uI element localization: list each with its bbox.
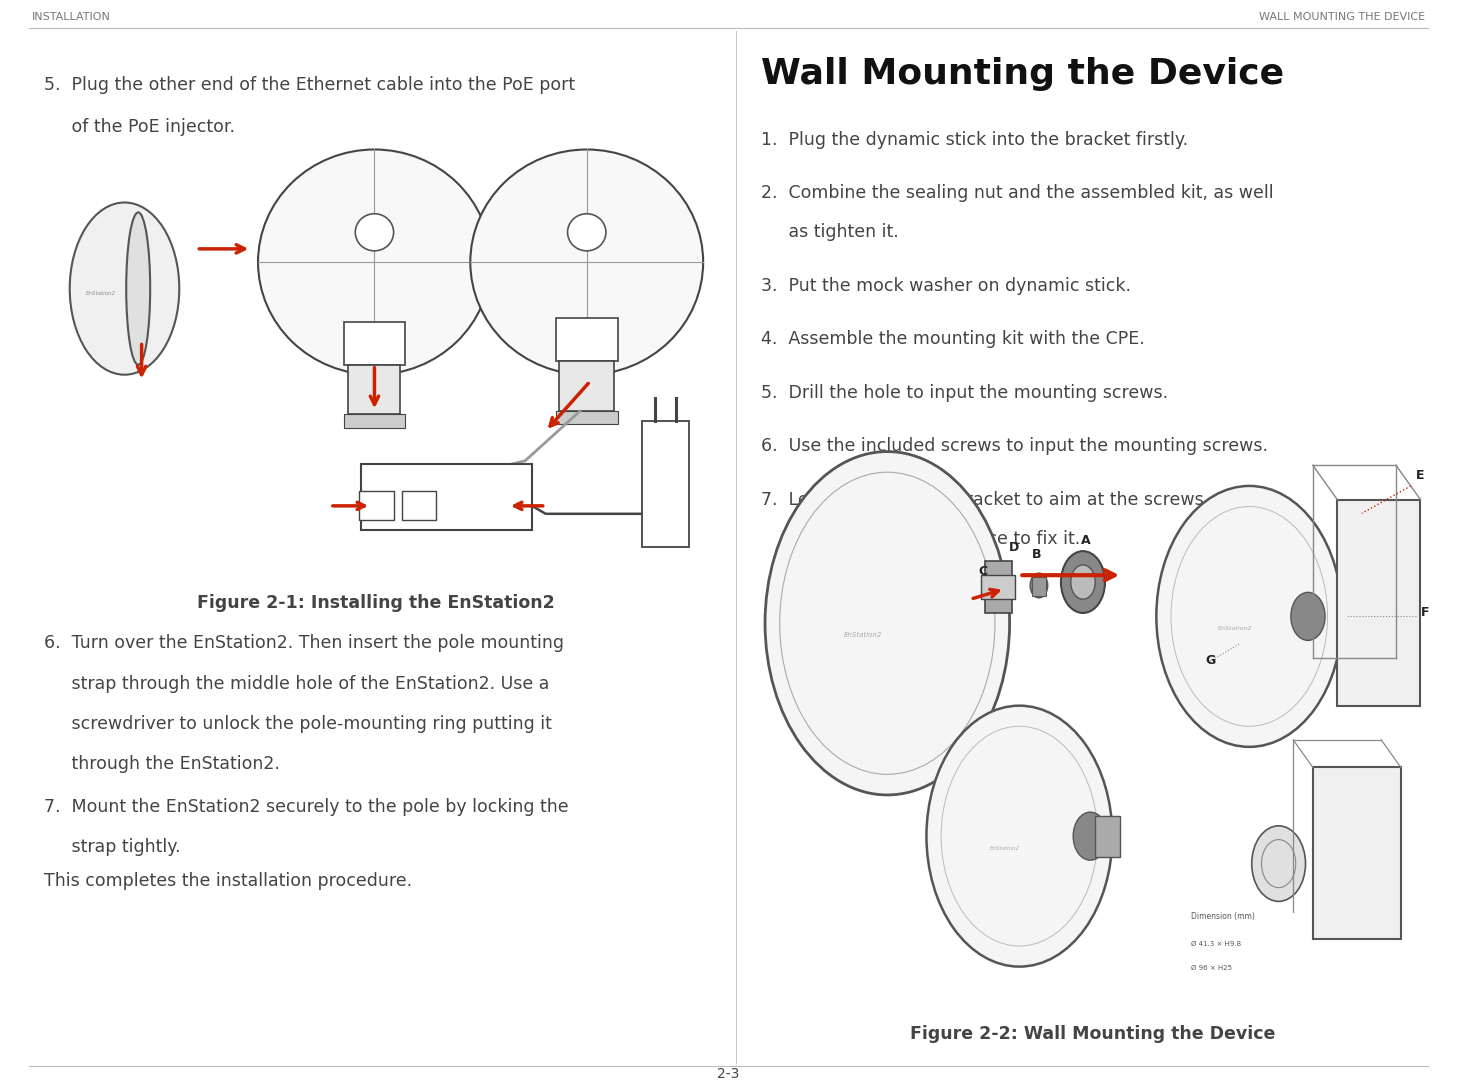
Text: 7.  Mount the EnStation2 securely to the pole by locking the: 7. Mount the EnStation2 securely to the … — [44, 798, 568, 816]
Bar — [32, 136, 717, 567]
Text: E: E — [1416, 469, 1423, 482]
Bar — [1338, 499, 1421, 705]
Ellipse shape — [127, 213, 150, 365]
Text: wall and hang the device to fix it.: wall and hang the device to fix it. — [761, 530, 1080, 548]
Text: EnStation2: EnStation2 — [86, 291, 115, 296]
Bar — [557, 318, 618, 362]
Text: 2-3: 2-3 — [717, 1067, 740, 1081]
Text: 6.  Turn over the EnStation2. Then insert the pole mounting: 6. Turn over the EnStation2. Then insert… — [44, 634, 564, 653]
Text: Figure 2-1: Installing the EnStation2: Figure 2-1: Installing the EnStation2 — [197, 594, 555, 613]
Circle shape — [1061, 552, 1104, 613]
Text: EnStation2: EnStation2 — [989, 846, 1020, 851]
Bar — [348, 365, 401, 414]
Text: screwdriver to unlock the pole-mounting ring putting it: screwdriver to unlock the pole-mounting … — [44, 715, 552, 734]
Bar — [750, 445, 1435, 994]
Text: 6.  Use the included screws to input the mounting screws.: 6. Use the included screws to input the … — [761, 437, 1268, 456]
Text: Figure 2-2: Wall Mounting the Device: Figure 2-2: Wall Mounting the Device — [911, 1025, 1275, 1043]
Text: Dimension (mm): Dimension (mm) — [1190, 911, 1254, 921]
Bar — [402, 490, 436, 520]
Circle shape — [1030, 573, 1048, 597]
Bar — [360, 490, 393, 520]
Circle shape — [356, 214, 393, 251]
Bar — [985, 561, 1013, 613]
Text: INSTALLATION: INSTALLATION — [32, 12, 111, 22]
Circle shape — [1291, 592, 1324, 641]
Bar — [1096, 815, 1119, 857]
Text: A: A — [1081, 534, 1090, 547]
Text: of the PoE injector.: of the PoE injector. — [44, 118, 235, 136]
Text: D: D — [1010, 541, 1020, 554]
Text: Ø 41.3 × H9.8: Ø 41.3 × H9.8 — [1190, 941, 1241, 947]
Bar — [344, 322, 405, 365]
Text: strap tightly.: strap tightly. — [44, 838, 181, 857]
Text: F: F — [1421, 606, 1429, 619]
Circle shape — [258, 149, 491, 375]
Text: 3.  Put the mock washer on dynamic stick.: 3. Put the mock washer on dynamic stick. — [761, 277, 1131, 295]
Text: 5.  Plug the other end of the Ethernet cable into the PoE port: 5. Plug the other end of the Ethernet ca… — [44, 76, 576, 95]
Bar — [344, 414, 405, 427]
Circle shape — [1074, 812, 1107, 860]
Text: Wall Mounting the Device: Wall Mounting the Device — [761, 57, 1284, 90]
Text: through the EnStation2.: through the EnStation2. — [44, 755, 280, 774]
Circle shape — [1157, 486, 1342, 747]
Text: 7.  Let the hole of the bracket to aim at the screws on the: 7. Let the hole of the bracket to aim at… — [761, 490, 1265, 509]
Text: This completes the installation procedure.: This completes the installation procedur… — [44, 872, 412, 891]
Text: as tighten it.: as tighten it. — [761, 223, 899, 242]
Bar — [1313, 767, 1402, 940]
Bar — [1032, 577, 1046, 596]
Text: 2.  Combine the sealing nut and the assembled kit, as well: 2. Combine the sealing nut and the assem… — [761, 184, 1273, 203]
Text: C: C — [978, 566, 988, 578]
Circle shape — [1071, 565, 1096, 600]
Text: strap through the middle hole of the EnStation2. Use a: strap through the middle hole of the EnS… — [44, 675, 549, 693]
Bar — [557, 411, 618, 424]
Text: Ø 96 × H25: Ø 96 × H25 — [1190, 965, 1231, 971]
Text: EnStation2: EnStation2 — [844, 632, 881, 638]
Circle shape — [1252, 826, 1305, 901]
Circle shape — [927, 705, 1112, 967]
Text: B: B — [1032, 548, 1042, 561]
Text: 5.  Drill the hole to input the mounting screws.: 5. Drill the hole to input the mounting … — [761, 384, 1167, 402]
Text: WALL MOUNTING THE DEVICE: WALL MOUNTING THE DEVICE — [1259, 12, 1425, 22]
Text: 4.  Assemble the mounting kit with the CPE.: 4. Assemble the mounting kit with the CP… — [761, 330, 1144, 349]
Text: EnStation2: EnStation2 — [1218, 626, 1252, 631]
Bar — [641, 421, 689, 547]
Circle shape — [765, 451, 1010, 795]
Text: G: G — [1205, 654, 1215, 667]
Text: 1.  Plug the dynamic stick into the bracket firstly.: 1. Plug the dynamic stick into the brack… — [761, 131, 1187, 149]
Ellipse shape — [70, 203, 179, 375]
Circle shape — [568, 214, 606, 251]
Bar — [559, 362, 615, 411]
Bar — [361, 464, 532, 531]
Circle shape — [471, 149, 704, 375]
Bar — [981, 576, 1016, 600]
